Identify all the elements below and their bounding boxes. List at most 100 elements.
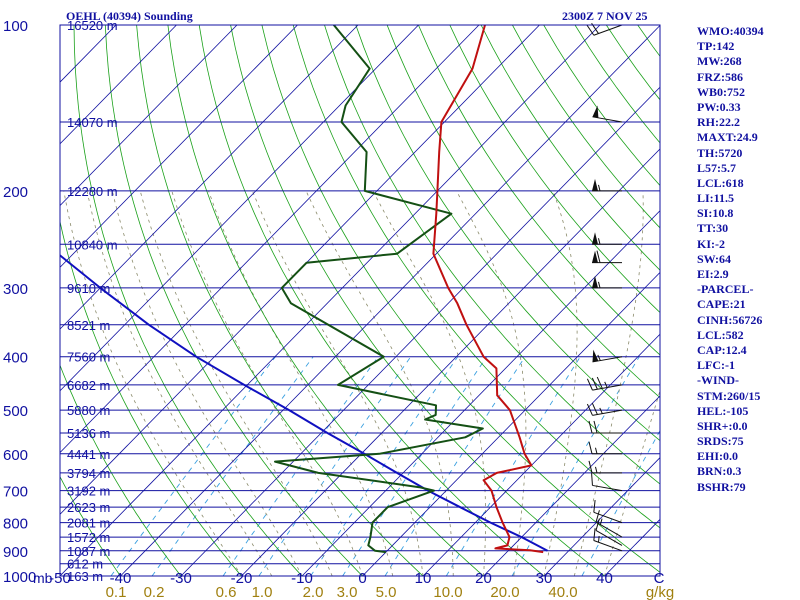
moist-adiabat-line	[63, 190, 242, 576]
temperature-tick-label: 0	[358, 570, 366, 587]
moist-adiabat-line	[111, 190, 303, 576]
pressure-label: 600	[3, 447, 28, 464]
barb-full	[591, 377, 598, 390]
wind-barb	[588, 460, 622, 474]
height-label: 612 m	[67, 557, 103, 572]
barb-full	[596, 376, 603, 389]
height-label: 10840 m	[67, 237, 118, 252]
barb-full	[591, 473, 593, 486]
barb-half	[604, 381, 608, 388]
temperature-tick-label: 30	[536, 570, 553, 587]
height-label: 3794 m	[67, 466, 110, 481]
index-line: CAPE:21	[697, 297, 746, 312]
index-line: FRZ:586	[697, 69, 743, 84]
isotherm-line	[60, 25, 419, 392]
index-line: SHR+:0.0	[697, 418, 748, 433]
parcel-trace	[60, 254, 548, 552]
mixing-ratio-label: 2.0	[303, 584, 324, 600]
index-line: SI:10.8	[697, 206, 734, 221]
barb-staff	[592, 484, 623, 492]
mixing-ratio-line	[222, 356, 379, 576]
mixing-ratio-line	[258, 356, 412, 576]
barb-half	[599, 407, 603, 414]
dry-adiabat-line	[104, 25, 363, 576]
wind-barb	[586, 402, 623, 416]
wind-barb	[593, 499, 623, 524]
wind-barb	[588, 441, 622, 455]
station-title: OEHL (40394) Sounding	[66, 9, 193, 23]
height-label: 5880 m	[67, 403, 110, 418]
barb-full	[586, 24, 595, 36]
barb-staff	[593, 511, 623, 524]
wind-barb	[592, 105, 623, 123]
isotherm-line	[180, 86, 660, 576]
barb-pennant	[592, 275, 598, 288]
temperature-trace	[432, 25, 544, 554]
index-line: L57:5.7	[697, 160, 736, 175]
barb-full	[591, 402, 598, 415]
index-line: TP:142	[697, 39, 735, 54]
height-label: 5136 m	[67, 426, 110, 441]
temperature-tick-label: -10	[291, 570, 313, 587]
barb-full	[593, 499, 596, 513]
temperature-tick-label: -50	[49, 570, 71, 587]
barb-half	[595, 466, 598, 474]
index-line: LCL:618	[697, 175, 744, 190]
index-line: BSHR:79	[697, 479, 746, 494]
sounding-profiles	[60, 25, 548, 554]
isotherm-line	[60, 25, 480, 454]
barb-pennant	[592, 232, 598, 245]
index-line: EI:2.9	[697, 267, 729, 281]
index-line: LI:11.5	[697, 191, 735, 206]
isotherm-line	[60, 25, 298, 268]
wind-barb	[592, 178, 622, 192]
barb-staff	[592, 356, 623, 363]
barb-pennant	[592, 349, 599, 362]
isotherm-line	[60, 25, 359, 330]
dry-adiabat-line	[136, 25, 424, 576]
pressure-unit-label: mb	[33, 570, 53, 586]
height-label: 3192 m	[67, 484, 110, 499]
mixing-ratio-line	[445, 356, 581, 576]
barb-staff	[592, 409, 623, 416]
mixing-ratio-unit: g/kg	[646, 584, 674, 600]
height-label: 1087 m	[67, 544, 110, 559]
index-line: BRN:0.3	[697, 464, 742, 479]
height-label: 2081 m	[67, 516, 110, 531]
pressure-label: 500	[3, 403, 28, 420]
height-label: 14070 m	[67, 115, 118, 130]
isotherm-line	[60, 25, 177, 145]
barb-full	[586, 378, 593, 391]
pressure-label: 700	[3, 484, 28, 501]
mixing-ratio-label: 20.0	[490, 584, 519, 600]
isotherm-line	[362, 271, 660, 576]
height-label: 2623 m	[67, 500, 110, 515]
pressure-label: 800	[3, 516, 28, 533]
index-line: WB0:752	[697, 84, 745, 99]
wind-barb	[595, 510, 623, 538]
index-line: STM:260/15	[697, 388, 761, 403]
index-line: -WIND-	[697, 373, 739, 388]
dry-adiabat-line	[230, 25, 605, 576]
height-label: 163 m	[67, 569, 103, 584]
height-label: 16520 m	[67, 18, 118, 33]
index-line: CAP:12.4	[697, 342, 747, 357]
pressure-label: 200	[3, 184, 28, 201]
isotherm-line	[120, 25, 660, 576]
sounding-time: 2300Z 7 NOV 25	[562, 9, 648, 23]
index-line: LCL:582	[697, 327, 744, 342]
isotherm-line	[543, 457, 660, 576]
mixing-ratio-lines	[110, 356, 660, 576]
mixing-ratio-line	[151, 356, 314, 576]
wind-barb	[592, 250, 622, 264]
wind-barbs	[586, 23, 623, 552]
mixing-ratio-label: 0.1	[106, 584, 127, 600]
height-label: 9610 m	[67, 281, 110, 296]
moist-adiabat-line	[252, 190, 424, 576]
moist-adiabat-line	[573, 190, 644, 576]
index-line: TT:30	[697, 221, 729, 236]
mixing-ratio-label: 1.0	[252, 584, 273, 600]
moist-adiabat-line	[171, 190, 363, 576]
mixing-ratio-label: 0.2	[144, 584, 165, 600]
barb-half	[598, 281, 601, 289]
